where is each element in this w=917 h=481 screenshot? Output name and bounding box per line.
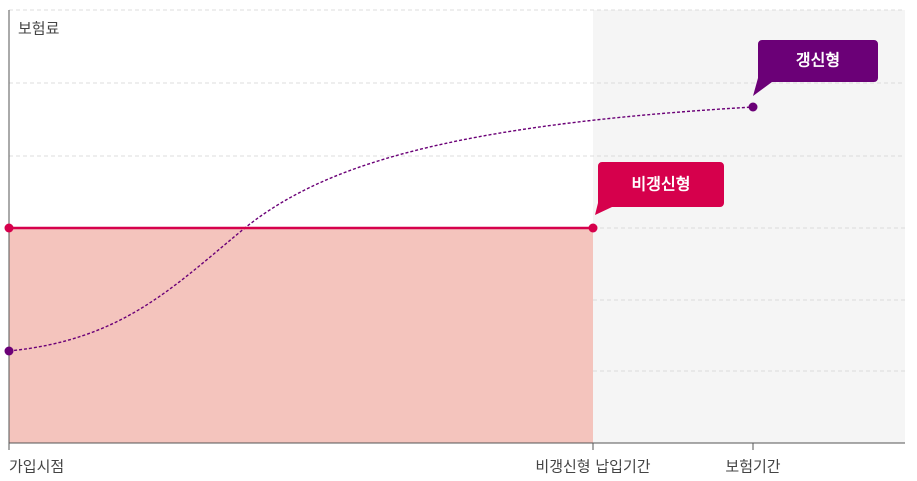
renewal-end (748, 102, 758, 112)
non-renewal-start (4, 223, 14, 233)
grid (9, 9, 905, 372)
x-label: 가입시점 (9, 458, 64, 476)
callout-label: 갱신형 (796, 51, 840, 70)
renewal-callout: 갱신형 (753, 40, 878, 96)
callout-label: 비갱신형 (632, 175, 691, 194)
y-axis-label: 보험료 (18, 20, 60, 38)
non-renewal-end (588, 223, 598, 233)
non-renewal-callout: 비갱신형 (595, 162, 724, 215)
x-label: 비갱신형 납입기간 (535, 458, 650, 476)
non-renewal-area (9, 228, 593, 443)
x-ticks (8, 443, 754, 450)
x-label: 보험기간 (725, 458, 780, 476)
renewal-start (4, 346, 14, 356)
